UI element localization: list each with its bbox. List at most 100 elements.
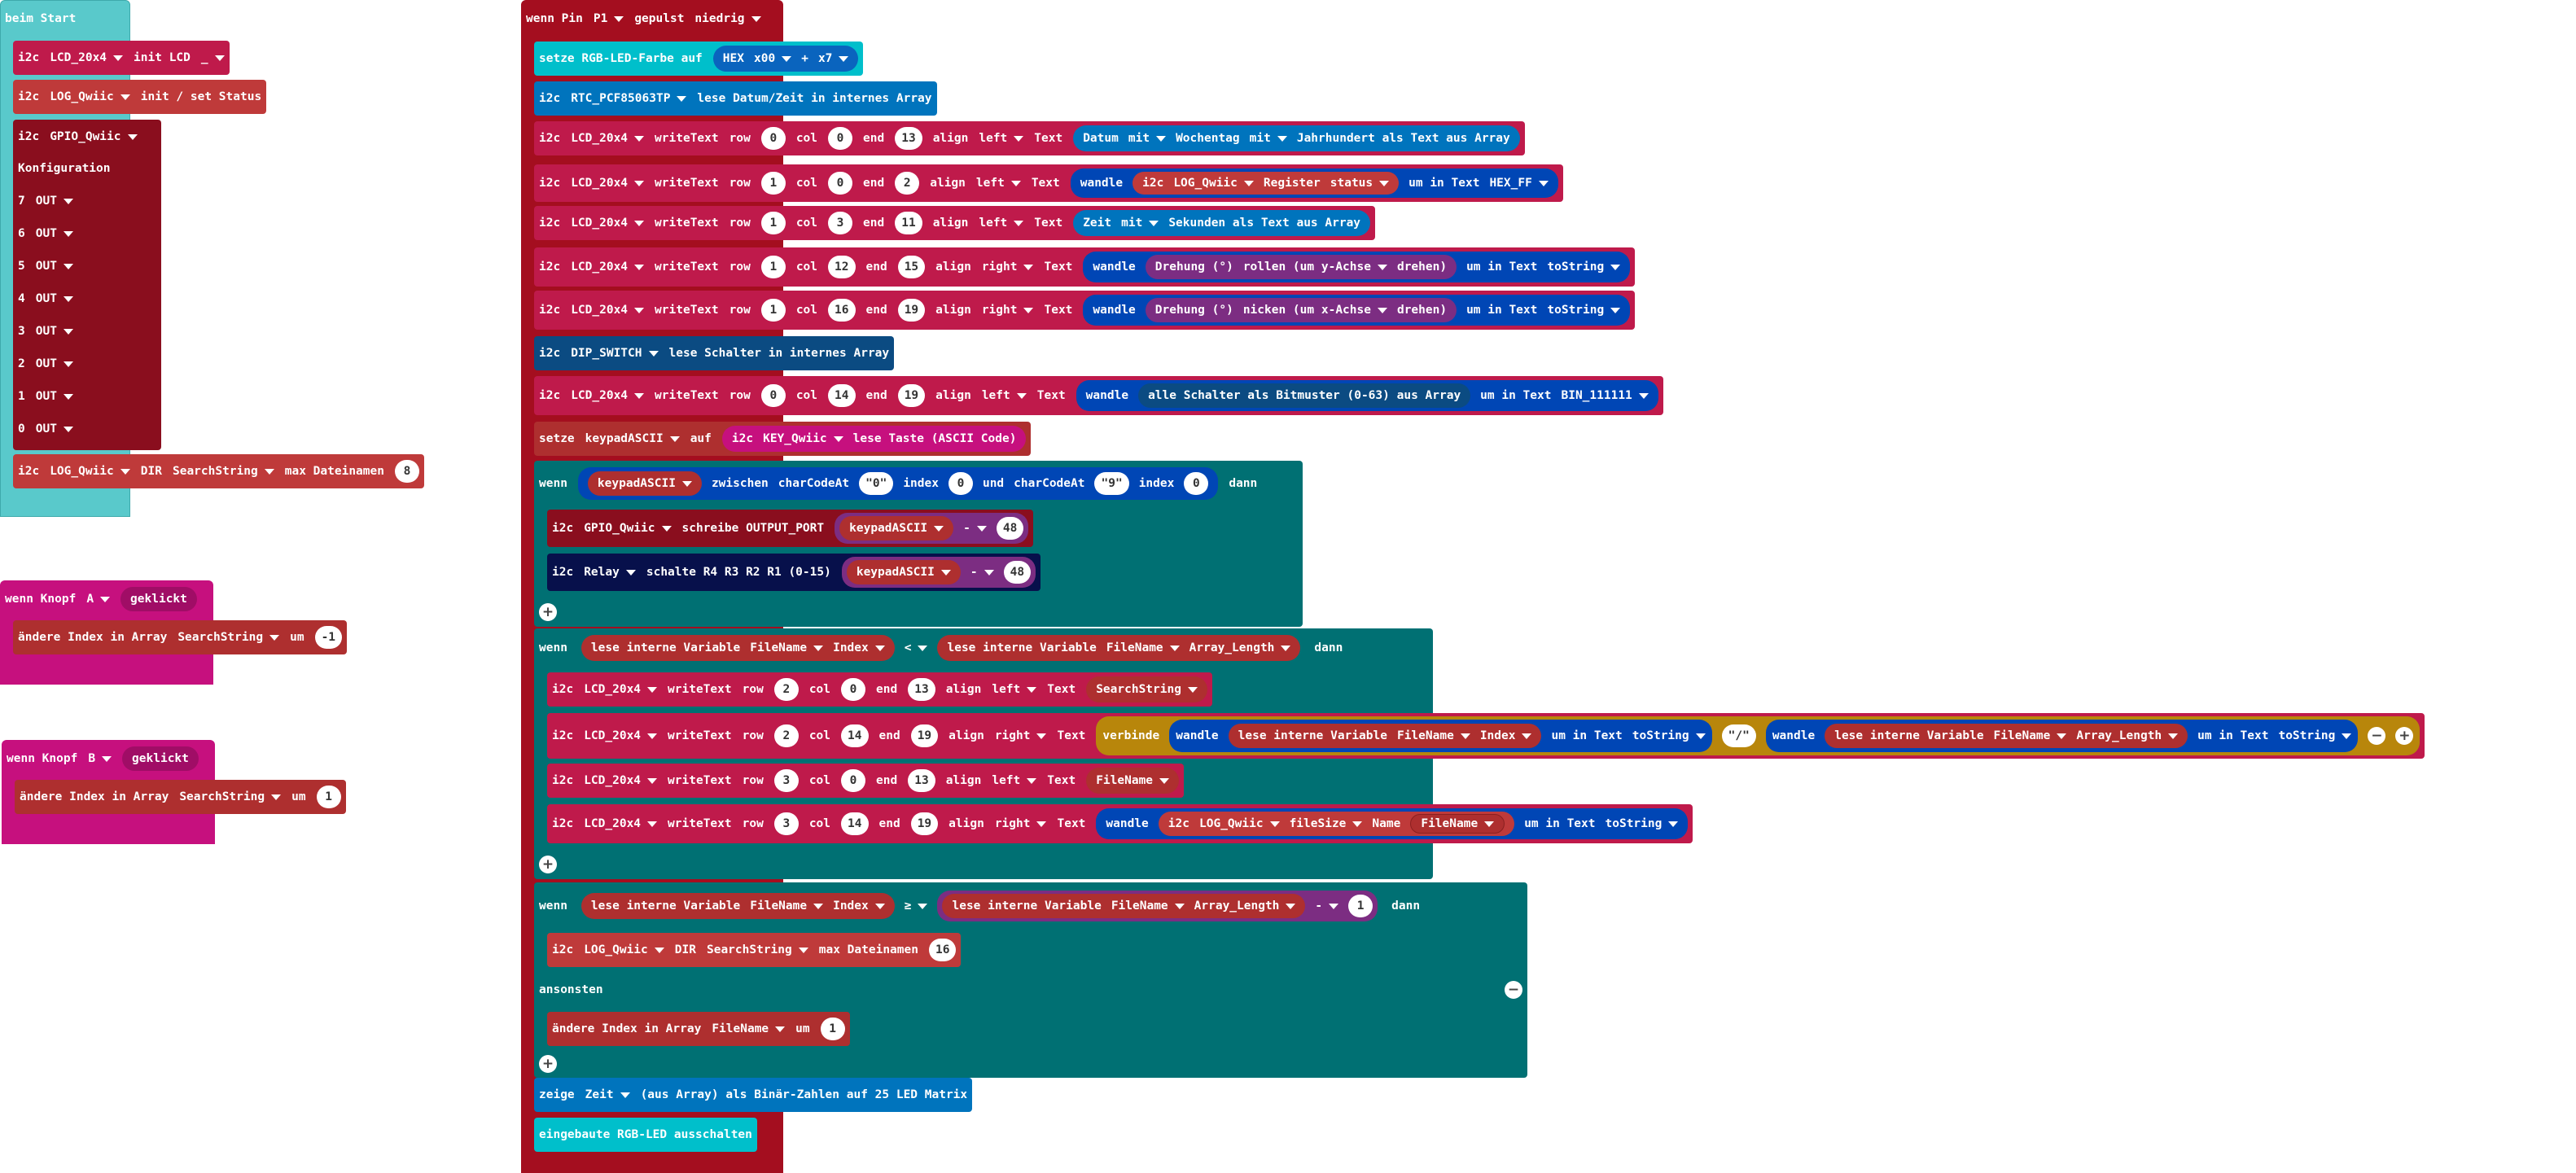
align-dropdown[interactable]: right [982,260,1034,274]
relay-switch-block[interactable]: i2c Relay schalte R4 R3 R2 R1 (0-15) key… [547,554,1041,591]
delta-input[interactable]: 1 [820,1018,845,1040]
add-else-icon[interactable]: + [539,603,557,621]
else-change-index-block[interactable]: ändere Index in Array FileName um 1 [547,1012,850,1046]
hex-low-dropdown[interactable]: x7 [818,52,848,65]
number-input[interactable]: 48 [996,517,1024,540]
add-else-icon[interactable]: + [539,856,557,873]
end-input[interactable]: 19 [897,384,926,407]
function-dropdown[interactable]: fileSize [1290,817,1363,830]
convert-reporter[interactable]: wandle i2c LOG_Qwiic Register status um … [1070,169,1558,198]
device-dropdown[interactable]: LCD_20x4 [571,389,644,402]
device-dropdown[interactable]: LOG_Qwiic [1199,817,1280,830]
source-dropdown[interactable]: Zeit [585,1088,630,1101]
compare-condition[interactable]: lese interne Variable FileName Index < l… [577,632,1304,664]
row-input[interactable]: 2 [773,678,799,701]
on-start-header[interactable]: beim Start [0,2,81,35]
hex-high-dropdown[interactable]: x00 [754,52,791,65]
property-dropdown[interactable]: Index [833,899,885,913]
device-dropdown[interactable]: GPIO_Qwiic [584,522,671,535]
axis-dropdown[interactable]: rollen (um y-Achse [1243,260,1387,274]
button-a-header[interactable]: wenn Knopf A geklickt [0,583,202,615]
device-dropdown[interactable]: DIP_SWITCH [571,347,658,360]
format-dropdown[interactable]: toString [1547,260,1620,274]
lcd-write-text-time[interactable]: i2c LCD_20x4 writeText row 1 col 3 end 1… [534,206,1376,240]
end-input[interactable]: 13 [895,127,922,150]
between-condition[interactable]: keypadASCII zwischen charCodeAt "0" inde… [577,467,1219,500]
operator-dropdown[interactable]: - [963,522,987,535]
pin-mode-dropdown[interactable]: OUT [36,195,73,208]
variable-reporter[interactable]: FileName [1086,768,1180,794]
convert-reporter[interactable]: wandle alle Schalter als Bitmuster (0-63… [1076,380,1658,411]
format-dropdown[interactable]: BIN_111111 [1561,389,1648,402]
device-dropdown[interactable]: LCD_20x4 [50,51,123,64]
device-dropdown[interactable]: LCD_20x4 [571,177,644,190]
variable-dropdown[interactable]: keypadASCII [849,522,944,535]
lcd-write-search-string[interactable]: i2c LCD_20x4 writeText row 2 col 0 end 1… [547,672,1212,707]
format-dropdown[interactable]: toString [1547,304,1620,317]
log-dir-block-16[interactable]: i2c LOG_Qwiic DIR SearchString max Datei… [547,933,962,967]
index-input[interactable]: 0 [1184,472,1209,495]
align-dropdown[interactable]: right [995,817,1047,830]
delta-input[interactable]: -1 [314,626,343,649]
max-files-input[interactable]: 8 [394,460,419,483]
end-input[interactable]: 13 [908,678,935,701]
index-input[interactable]: 0 [948,472,973,495]
variable-dropdown[interactable]: FileName [750,641,823,654]
pin-mode-dropdown[interactable]: OUT [36,227,73,240]
number-input[interactable]: 48 [1003,561,1032,584]
variable-reporter[interactable]: keypadASCII [587,471,702,496]
align-dropdown[interactable]: left [979,217,1023,230]
align-dropdown[interactable]: left [992,683,1036,696]
rotation-reporter[interactable]: Drehung (°) nicken (um x-Achse drehen) [1145,298,1457,322]
subtract-reporter[interactable]: keypadASCII - 48 [835,513,1029,544]
button-dropdown[interactable]: A [86,593,110,606]
with-century-dropdown[interactable]: mit [1250,132,1287,145]
rotation-reporter[interactable]: Drehung (°) rollen (um y-Achse drehen) [1145,255,1457,279]
variable-dropdown[interactable]: SearchString [179,790,281,803]
max-files-input[interactable]: 16 [928,939,957,961]
subtract-reporter[interactable]: keypadASCII - 48 [841,557,1036,588]
operator-dropdown[interactable]: ≥ [905,899,928,913]
read-variable-reporter[interactable]: lese interne Variable FileName Array_Len… [942,894,1306,918]
format-dropdown[interactable]: HEX_FF [1489,177,1548,190]
button-b-change-index-block[interactable]: ändere Index in Array SearchString um 1 [15,780,346,814]
device-dropdown[interactable]: LCD_20x4 [571,217,644,230]
row-input[interactable]: 3 [773,769,799,792]
operator-dropdown[interactable]: - [970,566,994,579]
rgb-off-block[interactable]: eingebaute RGB-LED ausschalten [534,1118,757,1152]
align-dropdown[interactable]: left [982,389,1027,402]
pin-mode-dropdown[interactable]: OUT [36,357,73,370]
property-dropdown[interactable]: Array_Length [1189,641,1291,654]
key-read-reporter[interactable]: i2c KEY_Qwiic lese Taste (ASCII Code) [721,426,1027,452]
property-dropdown[interactable]: Index [833,641,885,654]
format-dropdown[interactable]: toString [1606,817,1679,830]
row-input[interactable]: 2 [773,724,799,747]
variable-dropdown[interactable]: keypadASCII [598,477,692,490]
char-input[interactable]: "0" [859,472,894,495]
pin-mode-dropdown[interactable]: OUT [36,260,73,273]
end-input[interactable]: 19 [897,299,926,322]
lcd-write-filesize[interactable]: i2c LCD_20x4 writeText row 3 col 14 end … [547,804,1693,843]
variable-dropdown[interactable]: FileName [750,899,823,913]
read-variable-reporter[interactable]: lese interne Variable FileName Index [580,893,895,919]
lcd-write-filename[interactable]: i2c LCD_20x4 writeText row 3 col 0 end 1… [547,764,1185,798]
variable-dropdown[interactable]: FileName [1421,817,1494,830]
switch-bits-reporter[interactable]: alle Schalter als Bitmuster (0-63) aus A… [1138,383,1471,408]
variable-dropdown[interactable]: FileName [1096,774,1169,787]
format-dropdown[interactable]: toString [2278,729,2351,742]
format-dropdown[interactable]: toString [1632,729,1706,742]
row-input[interactable]: 0 [760,384,786,407]
device-dropdown[interactable]: LCD_20x4 [571,260,644,274]
end-input[interactable]: 2 [895,172,920,195]
button-b-header[interactable]: wenn Knopf B geklickt [2,742,204,775]
value-dropdown[interactable]: _ [201,51,225,64]
log-init-block[interactable]: i2c LOG_Qwiic init / set Status [13,80,267,114]
col-input[interactable]: 12 [828,256,856,278]
button-a-change-index-block[interactable]: ändere Index in Array SearchString um -1 [13,620,348,654]
variable-dropdown[interactable]: SearchString [177,631,279,644]
device-dropdown[interactable]: LOG_Qwiic [50,90,130,103]
register-dropdown[interactable]: status [1330,177,1389,190]
add-else-icon[interactable]: + [539,1055,557,1073]
read-variable-reporter[interactable]: lese interne Variable FileName Array_Len… [1825,724,2188,748]
